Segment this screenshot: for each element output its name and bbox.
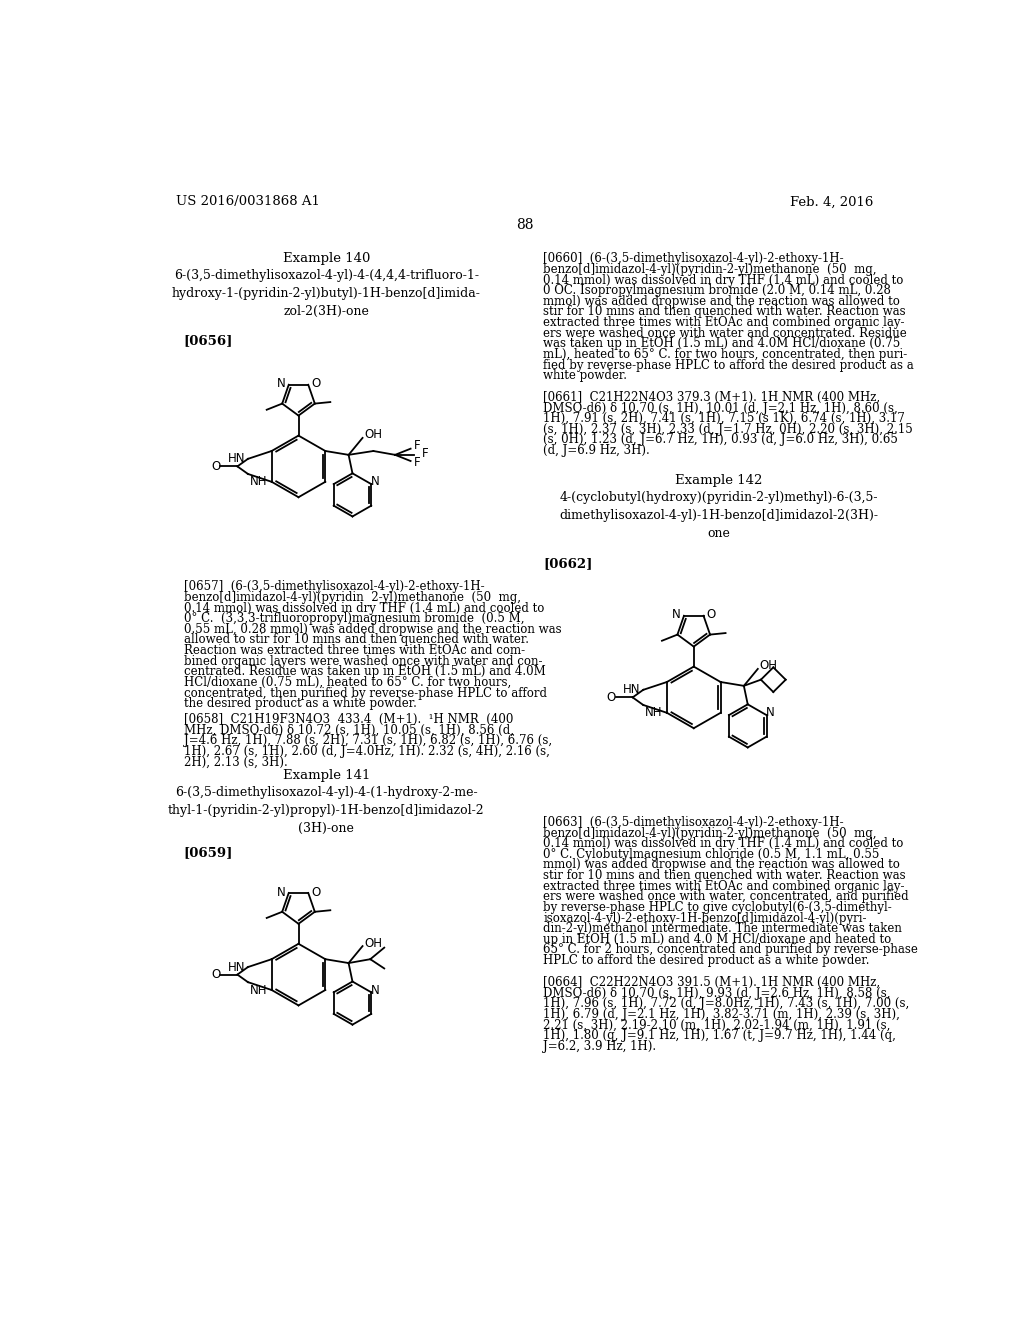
Text: [0656]: [0656] bbox=[183, 334, 233, 347]
Text: O: O bbox=[211, 968, 220, 981]
Text: [0661]  C21H22N4O3 379.3 (M+1). 1H NMR (400 MHz,: [0661] C21H22N4O3 379.3 (M+1). 1H NMR (4… bbox=[544, 391, 881, 404]
Text: (s, 1H), 2.37 (s, 3H), 2.33 (d, J=1.7 Hz, 0H), 2.20 (s, 3H), 2.15: (s, 1H), 2.37 (s, 3H), 2.33 (d, J=1.7 Hz… bbox=[544, 422, 913, 436]
Text: ers were washed once with water and concentrated. Residue: ers were washed once with water and conc… bbox=[544, 327, 907, 339]
Text: 6-(3,5-dimethylisoxazol-4-yl)-4-(1-hydroxy-2-me-
thyl-1-(pyridin-2-yl)propyl)-1H: 6-(3,5-dimethylisoxazol-4-yl)-4-(1-hydro… bbox=[168, 785, 484, 836]
Text: benzo[d]imidazol-4-yl)(pyridin-2-yl)methanone  (50  mg,: benzo[d]imidazol-4-yl)(pyridin-2-yl)meth… bbox=[544, 826, 877, 840]
Text: stir for 10 mins and then quenched with water. Reaction was: stir for 10 mins and then quenched with … bbox=[544, 305, 906, 318]
Text: O: O bbox=[311, 378, 321, 391]
Text: HPLC to afford the desired product as a white powder.: HPLC to afford the desired product as a … bbox=[544, 954, 870, 968]
Text: F: F bbox=[414, 440, 420, 453]
Text: 2H), 2.13 (s, 3H).: 2H), 2.13 (s, 3H). bbox=[183, 755, 288, 768]
Text: was taken up in EtOH (1.5 mL) and 4.0M HCl/dioxane (0.75: was taken up in EtOH (1.5 mL) and 4.0M H… bbox=[544, 338, 901, 350]
Text: fied by reverse-phase HPLC to afford the desired product as a: fied by reverse-phase HPLC to afford the… bbox=[544, 359, 914, 372]
Text: 0.55 mL, 0.28 mmol) was added dropwise and the reaction was: 0.55 mL, 0.28 mmol) was added dropwise a… bbox=[183, 623, 561, 636]
Text: 0° C.  (3,3,3-trifluoropropyl)magnesium bromide  (0.5 M,: 0° C. (3,3,3-trifluoropropyl)magnesium b… bbox=[183, 612, 524, 626]
Text: 0.14 mmol) was dissolved in dry THF (1.4 mL) and cooled to: 0.14 mmol) was dissolved in dry THF (1.4… bbox=[183, 602, 544, 615]
Text: N: N bbox=[766, 706, 775, 719]
Text: mmol) was added dropwise and the reaction was allowed to: mmol) was added dropwise and the reactio… bbox=[544, 294, 900, 308]
Text: by reverse-phase HPLC to give cyclobutyl(6-(3,5-dimethyl-: by reverse-phase HPLC to give cyclobutyl… bbox=[544, 902, 892, 913]
Text: [0662]: [0662] bbox=[544, 557, 593, 570]
Text: DMSO-d6) δ 10.70 (s, 1H), 9.93 (d, J=2.6 Hz, 1H), 8.58 (s,: DMSO-d6) δ 10.70 (s, 1H), 9.93 (d, J=2.6… bbox=[544, 987, 891, 999]
Text: N: N bbox=[371, 475, 380, 488]
Text: F: F bbox=[422, 446, 428, 459]
Text: HN: HN bbox=[624, 684, 641, 697]
Text: 0.14 mmol) was dissolved in dry THF (1.4 mL) and cooled to: 0.14 mmol) was dissolved in dry THF (1.4… bbox=[544, 837, 904, 850]
Text: 1H), 7.96 (s, 1H), 7.72 (d, J=8.0Hz, 1H), 7.43 (s, 1H), 7.00 (s,: 1H), 7.96 (s, 1H), 7.72 (d, J=8.0Hz, 1H)… bbox=[544, 998, 909, 1010]
Text: N: N bbox=[276, 886, 286, 899]
Text: N: N bbox=[371, 983, 380, 997]
Text: N: N bbox=[276, 378, 286, 391]
Text: O: O bbox=[211, 459, 220, 473]
Text: (s, 0H), 1.23 (d, J=6.7 Hz, 1H), 0.93 (d, J=6.0 Hz, 3H), 0.65: (s, 0H), 1.23 (d, J=6.7 Hz, 1H), 0.93 (d… bbox=[544, 433, 898, 446]
Text: extracted three times with EtOAc and combined organic lay-: extracted three times with EtOAc and com… bbox=[544, 879, 905, 892]
Text: mmol) was added dropwise and the reaction was allowed to: mmol) was added dropwise and the reactio… bbox=[544, 858, 900, 871]
Text: NH: NH bbox=[250, 475, 267, 488]
Text: Example 142: Example 142 bbox=[675, 474, 762, 487]
Text: extracted three times with EtOAc and combined organic lay-: extracted three times with EtOAc and com… bbox=[544, 315, 905, 329]
Text: ers were washed once with water, concentrated, and purified: ers were washed once with water, concent… bbox=[544, 891, 909, 903]
Text: allowed to stir for 10 mins and then quenched with water.: allowed to stir for 10 mins and then que… bbox=[183, 634, 528, 647]
Text: HN: HN bbox=[228, 961, 246, 974]
Text: O: O bbox=[311, 886, 321, 899]
Text: DMSO-d6) δ 10.70 (s, 1H), 10.01 (d, J=2.1 Hz, 1H), 8.60 (s,: DMSO-d6) δ 10.70 (s, 1H), 10.01 (d, J=2.… bbox=[544, 401, 898, 414]
Text: mL), heated to 65° C. for two hours, concentrated, then puri-: mL), heated to 65° C. for two hours, con… bbox=[544, 348, 907, 360]
Text: F: F bbox=[414, 455, 420, 469]
Text: Reaction was extracted three times with EtOAc and com-: Reaction was extracted three times with … bbox=[183, 644, 525, 657]
Text: NH: NH bbox=[250, 983, 267, 997]
Text: (d, J=6.9 Hz, 3H).: (d, J=6.9 Hz, 3H). bbox=[544, 444, 650, 457]
Text: [0658]  C21H19F3N4O3  433.4  (M+1).  ¹H NMR  (400: [0658] C21H19F3N4O3 433.4 (M+1). ¹H NMR … bbox=[183, 713, 513, 726]
Text: HCl/dioxane (0.75 mL), heated to 65° C. for two hours,: HCl/dioxane (0.75 mL), heated to 65° C. … bbox=[183, 676, 511, 689]
Text: OH: OH bbox=[365, 428, 382, 441]
Text: 1H), 1.80 (q, J=9.1 Hz, 1H), 1.67 (t, J=9.7 Hz, 1H), 1.44 (q,: 1H), 1.80 (q, J=9.1 Hz, 1H), 1.67 (t, J=… bbox=[544, 1030, 896, 1043]
Text: 0 OC. Isopropylmagnesium bromide (2.0 M, 0.14 mL, 0.28: 0 OC. Isopropylmagnesium bromide (2.0 M,… bbox=[544, 284, 891, 297]
Text: up in EtOH (1.5 mL) and 4.0 M HCl/dioxane and heated to: up in EtOH (1.5 mL) and 4.0 M HCl/dioxan… bbox=[544, 933, 892, 946]
Text: J=4.6 Hz, 1H), 7.88 (s, 2H), 7.31 (s, 1H), 6.82 (s, 1H), 6.76 (s,: J=4.6 Hz, 1H), 7.88 (s, 2H), 7.31 (s, 1H… bbox=[183, 734, 552, 747]
Text: OH: OH bbox=[365, 936, 382, 949]
Text: [0660]  (6-(3,5-dimethylisoxazol-4-yl)-2-ethoxy-1H-: [0660] (6-(3,5-dimethylisoxazol-4-yl)-2-… bbox=[544, 252, 844, 265]
Text: benzo[d]imidazol-4-yl)(pyridin-2-yl)methanone  (50  mg,: benzo[d]imidazol-4-yl)(pyridin-2-yl)meth… bbox=[544, 263, 877, 276]
Text: 2.21 (s, 3H), 2.19-2.10 (m, 1H), 2.02-1.94 (m, 1H), 1.91 (s,: 2.21 (s, 3H), 2.19-2.10 (m, 1H), 2.02-1.… bbox=[544, 1019, 891, 1032]
Text: O: O bbox=[707, 609, 716, 622]
Text: Example 141: Example 141 bbox=[283, 770, 370, 781]
Text: bined organic layers were washed once with water and con-: bined organic layers were washed once wi… bbox=[183, 655, 543, 668]
Text: US 2016/0031868 A1: US 2016/0031868 A1 bbox=[176, 195, 319, 209]
Text: din-2-yl)methanol intermediate. The intermediate was taken: din-2-yl)methanol intermediate. The inte… bbox=[544, 923, 902, 936]
Text: HN: HN bbox=[228, 453, 246, 466]
Text: 88: 88 bbox=[516, 218, 534, 232]
Text: [0664]  C22H22N4O3 391.5 (M+1). 1H NMR (400 MHz,: [0664] C22H22N4O3 391.5 (M+1). 1H NMR (4… bbox=[544, 977, 881, 989]
Text: NH: NH bbox=[645, 706, 663, 719]
Text: 1H), 2.67 (s, 1H), 2.60 (d, J=4.0Hz, 1H). 2.32 (s, 4H), 2.16 (s,: 1H), 2.67 (s, 1H), 2.60 (d, J=4.0Hz, 1H)… bbox=[183, 744, 550, 758]
Text: benzo[d]imidazol-4-yl)(pyridin  2-yl)methanone  (50  mg,: benzo[d]imidazol-4-yl)(pyridin 2-yl)meth… bbox=[183, 591, 521, 605]
Text: 65° C. for 2 hours, concentrated and purified by reverse-phase: 65° C. for 2 hours, concentrated and pur… bbox=[544, 944, 919, 957]
Text: [0659]: [0659] bbox=[183, 846, 233, 859]
Text: N: N bbox=[672, 609, 681, 622]
Text: 0.14 mmol) was dissolved in dry THF (1.4 mL) and cooled to: 0.14 mmol) was dissolved in dry THF (1.4… bbox=[544, 273, 904, 286]
Text: J=6.2, 3.9 Hz, 1H).: J=6.2, 3.9 Hz, 1H). bbox=[544, 1040, 656, 1053]
Text: concentrated, then purified by reverse-phase HPLC to afford: concentrated, then purified by reverse-p… bbox=[183, 686, 547, 700]
Text: [0663]  (6-(3,5-dimethylisoxazol-4-yl)-2-ethoxy-1H-: [0663] (6-(3,5-dimethylisoxazol-4-yl)-2-… bbox=[544, 816, 844, 829]
Text: 6-(3,5-dimethylisoxazol-4-yl)-4-(4,4,4-trifluoro-1-
hydroxy-1-(pyridin-2-yl)buty: 6-(3,5-dimethylisoxazol-4-yl)-4-(4,4,4-t… bbox=[172, 268, 481, 318]
Text: Example 140: Example 140 bbox=[283, 252, 370, 265]
Text: OH: OH bbox=[760, 659, 777, 672]
Text: centrated. Residue was taken up in EtOH (1.5 mL) and 4.0M: centrated. Residue was taken up in EtOH … bbox=[183, 665, 546, 678]
Text: Feb. 4, 2016: Feb. 4, 2016 bbox=[791, 195, 873, 209]
Text: the desired product as a white powder.: the desired product as a white powder. bbox=[183, 697, 417, 710]
Text: 1H), 6.79 (d, J=2.1 Hz, 1H), 3.82-3.71 (m, 1H), 2.39 (s, 3H),: 1H), 6.79 (d, J=2.1 Hz, 1H), 3.82-3.71 (… bbox=[544, 1008, 900, 1020]
Text: O: O bbox=[606, 690, 615, 704]
Text: white powder.: white powder. bbox=[544, 370, 628, 383]
Text: stir for 10 mins and then quenched with water. Reaction was: stir for 10 mins and then quenched with … bbox=[544, 869, 906, 882]
Text: [0657]  (6-(3,5-dimethylisoxazol-4-yl)-2-ethoxy-1H-: [0657] (6-(3,5-dimethylisoxazol-4-yl)-2-… bbox=[183, 581, 484, 594]
Text: 0° C. Cylobutylmagnesium chloride (0.5 M, 1.1 mL, 0.55: 0° C. Cylobutylmagnesium chloride (0.5 M… bbox=[544, 847, 880, 861]
Text: isoxazol-4-yl)-2-ethoxy-1H-benzo[d]imidazol-4-yl)(pyri-: isoxazol-4-yl)-2-ethoxy-1H-benzo[d]imida… bbox=[544, 912, 867, 924]
Text: MHz, DMSO-d6) δ 10.72 (s, 1H), 10.05 (s, 1H), 8.56 (d,: MHz, DMSO-d6) δ 10.72 (s, 1H), 10.05 (s,… bbox=[183, 723, 514, 737]
Text: 4-(cyclobutyl(hydroxy)(pyridin-2-yl)methyl)-6-(3,5-
dimethylisoxazol-4-yl)-1H-be: 4-(cyclobutyl(hydroxy)(pyridin-2-yl)meth… bbox=[559, 491, 878, 540]
Text: 1H), 7.91 (s, 2H), 7.41 (s, 1H), 7.15 (s 1K), 6.74 (s, 1H), 3.17: 1H), 7.91 (s, 2H), 7.41 (s, 1H), 7.15 (s… bbox=[544, 412, 905, 425]
